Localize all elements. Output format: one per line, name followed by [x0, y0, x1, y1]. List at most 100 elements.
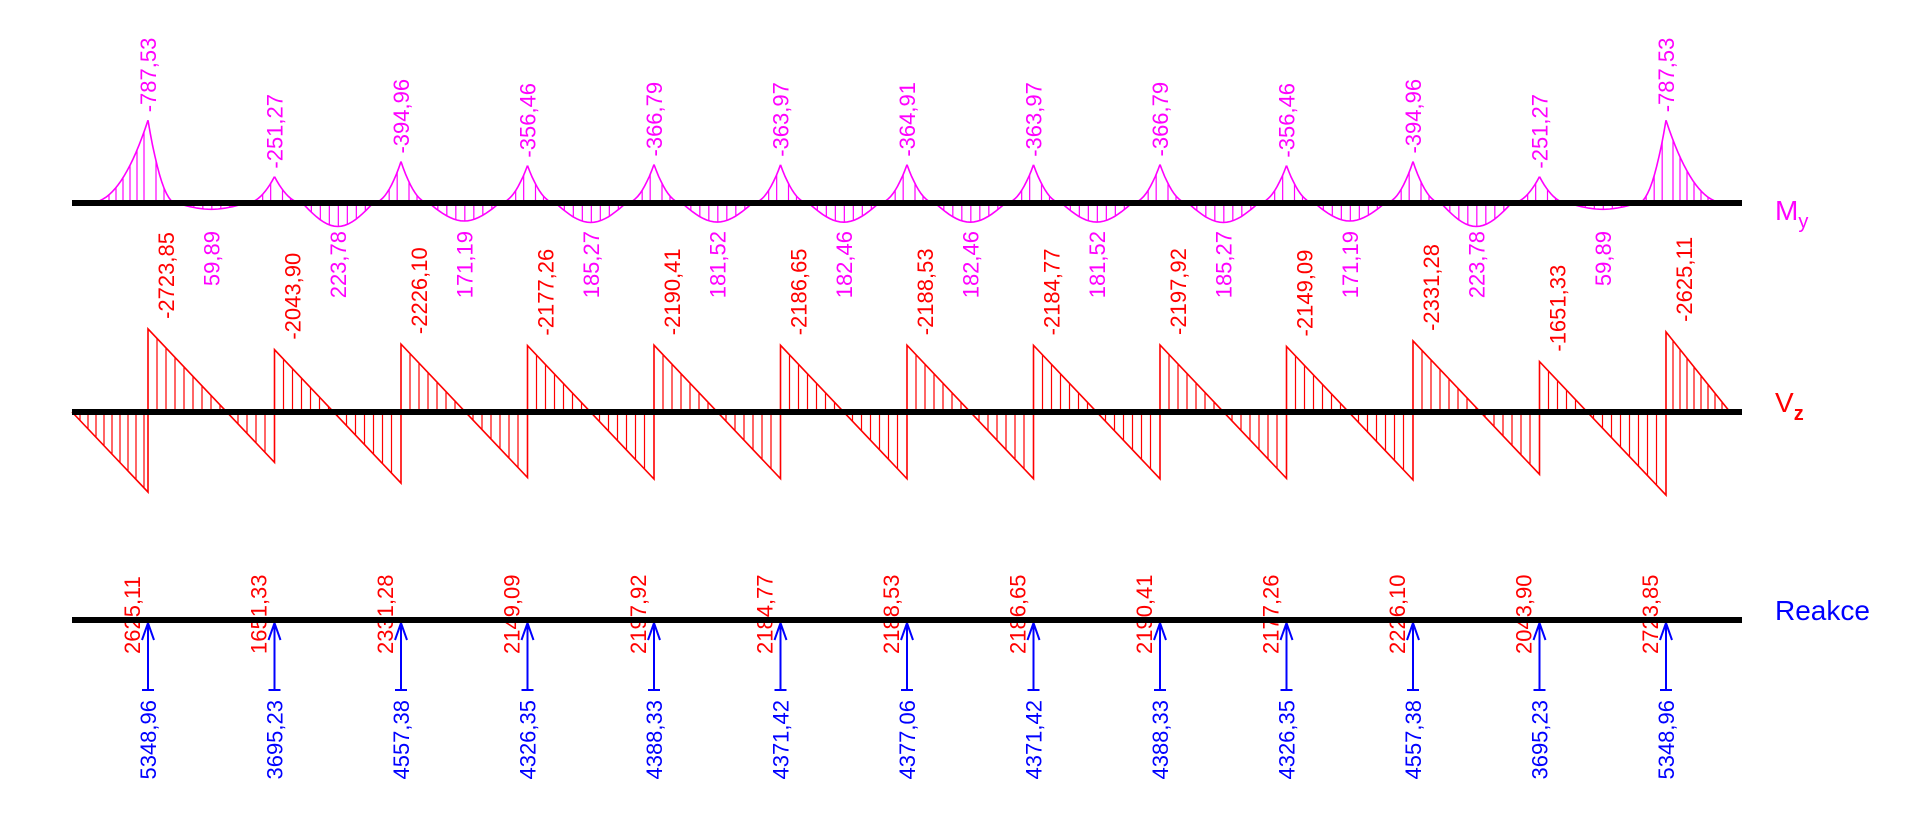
reaction-label: 4388,33 [1148, 700, 1173, 780]
reaction-arrow: 3695,23 [1528, 619, 1553, 780]
shear-label-upper: -2197,92 [1166, 248, 1191, 335]
reaction-arrow: 4326,35 [516, 619, 541, 780]
shear-hatch [1672, 340, 1723, 412]
moment-support-label: -394,96 [389, 79, 414, 154]
shear-label-lower: 2186,65 [1006, 574, 1031, 654]
shear-label-lower: 2177,26 [1259, 574, 1284, 654]
shear-hatch [282, 359, 393, 474]
reaction-label: 4326,35 [1275, 700, 1300, 780]
shear-hatch [662, 354, 772, 469]
reaction-label: 4377,06 [895, 700, 920, 780]
moment-end-hatch [94, 131, 145, 203]
moment-support-label: -363,97 [769, 82, 794, 157]
shear-label-upper: -2331,28 [1419, 244, 1444, 331]
moment-support-label: -364,91 [895, 82, 920, 157]
reaction-arrow: 4326,35 [1275, 619, 1300, 780]
moment-span [653, 164, 782, 223]
beam-axes [72, 200, 1742, 623]
moment-span-label: 181,52 [1085, 231, 1110, 298]
reaction-label: 5348,96 [136, 700, 161, 780]
moment-support-label: -363,97 [1022, 82, 1047, 157]
moment-support-label: -251,27 [1528, 94, 1553, 169]
reaction-label: 4557,38 [1401, 700, 1426, 780]
shear-span [779, 343, 908, 481]
moment-legend-label: My [1775, 195, 1808, 233]
shear-label-lower: 2188,53 [879, 574, 904, 654]
shear-label-upper: -2184,77 [1040, 249, 1065, 336]
shear-label-upper: -2149,09 [1293, 250, 1318, 337]
shear-hatch [409, 353, 519, 468]
shear-label-upper: -1651,33 [1546, 265, 1571, 352]
moment-span-label: 223,78 [1464, 231, 1489, 298]
reaction-label: 5348,96 [1654, 700, 1679, 780]
moment-span-label: 171,19 [1338, 231, 1363, 298]
moment-span [1032, 164, 1161, 223]
moment-support-label: -394,96 [1401, 79, 1426, 154]
moment-support-label: -356,46 [516, 83, 541, 158]
moment-support-label: -366,79 [642, 82, 667, 157]
moment-span-label: 181,52 [705, 231, 730, 298]
shear-end-right [1665, 329, 1731, 413]
reaction-arrow: 4557,38 [1401, 619, 1426, 780]
moment-support-label: -251,27 [263, 94, 288, 169]
shear-label-upper: -2226,10 [407, 247, 432, 334]
reaction-arrow: 4557,38 [389, 619, 414, 780]
moment-span [1159, 164, 1288, 224]
shear-span [1412, 338, 1541, 477]
reaction-arrow: 4388,33 [1148, 619, 1173, 780]
moment-span-label: 59,89 [199, 231, 224, 286]
shear-label-upper: -2188,53 [913, 248, 938, 335]
shear-label-upper: -2190,41 [660, 248, 685, 335]
reaction-arrow: 3695,23 [263, 619, 288, 780]
shear-hatch [1168, 354, 1278, 469]
reaction-label: 4388,33 [642, 700, 667, 780]
moment-end-curve [87, 120, 149, 204]
shear-end-left [71, 411, 149, 495]
shear-hatch [915, 354, 1025, 469]
moment-hatch [1196, 203, 1252, 223]
moment-span-label: 182,46 [958, 231, 983, 298]
moment-hatch [1449, 203, 1505, 227]
shear-hatch [1041, 354, 1152, 469]
reaction-diagram: 5348,96 3695,23 4557,38 4326,35 4388,33 4371,… [136, 619, 1679, 780]
moment-support-label: -366,79 [1148, 82, 1173, 157]
moment-span [147, 120, 276, 211]
shear-hatch [535, 355, 646, 470]
shear-hatch [156, 338, 266, 453]
moment-span-label: 185,27 [1211, 231, 1236, 298]
moment-span [1285, 161, 1414, 222]
shear-label-upper: -2625,11 [1672, 237, 1697, 322]
reaction-arrow: 4371,42 [1022, 619, 1047, 780]
moment-span-label: 59,89 [1591, 231, 1616, 286]
moment-end-hatch [1672, 140, 1723, 203]
moment-span [526, 164, 655, 224]
shear-label-upper: -2186,65 [787, 248, 812, 335]
shear-label-upper: -2723,85 [154, 232, 179, 319]
reaction-arrow: 4377,06 [895, 619, 920, 780]
shear-label-lower: 2149,09 [500, 574, 525, 654]
shear-label-lower: 2184,77 [753, 574, 778, 654]
reaction-arrow: 5348,96 [136, 619, 161, 780]
reaction-arrow: 5348,96 [1654, 619, 1679, 780]
reaction-label: 4371,42 [1022, 700, 1047, 780]
moment-support-label: -787,53 [136, 38, 161, 113]
shear-label-lower: 2331,28 [373, 574, 398, 654]
reaction-label: 4557,38 [389, 700, 414, 780]
shear-legend-label: Vz [1775, 387, 1804, 425]
reaction-label: 3695,23 [1528, 700, 1553, 780]
reaction-label: 4371,42 [769, 700, 794, 780]
moment-span-label: 185,27 [579, 231, 604, 298]
moment-span [1412, 161, 1541, 228]
shear-span [400, 342, 529, 480]
shear-label-lower: 2190,41 [1132, 574, 1157, 654]
shear-hatch [1294, 355, 1405, 470]
shear-label-lower: 2625,11 [120, 576, 145, 654]
reaction-label: 3695,23 [263, 700, 288, 780]
reaction-label: 4326,35 [516, 700, 541, 780]
moment-span [906, 164, 1035, 224]
moment-span-label: 223,78 [326, 231, 351, 298]
shear-span [273, 347, 402, 486]
moment-span-label: 171,19 [452, 231, 477, 298]
moment-span-label: 182,46 [832, 231, 857, 298]
